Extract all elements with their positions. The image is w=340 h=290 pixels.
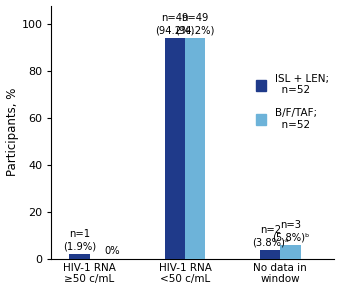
Text: n=1
(1.9%): n=1 (1.9%) [63,229,96,252]
Bar [185,38,205,259]
Text: n=49
(94.2%): n=49 (94.2%) [175,13,215,36]
Text: n=2
(3.8%)ᵃ: n=2 (3.8%)ᵃ [252,225,289,247]
Y-axis label: Participants, %: Participants, % [5,88,19,176]
Bar [69,254,89,259]
Text: n=3
(5.8%)ᵇ: n=3 (5.8%)ᵇ [272,220,309,243]
Text: n=49
(94.2%): n=49 (94.2%) [155,13,194,36]
Legend: ISL + LEN;
  n=52, B/F/TAF;
  n=52: ISL + LEN; n=52, B/F/TAF; n=52 [253,71,332,133]
Bar [260,250,280,259]
Text: 0%: 0% [105,246,120,256]
Bar [165,38,185,259]
Bar [280,245,301,259]
